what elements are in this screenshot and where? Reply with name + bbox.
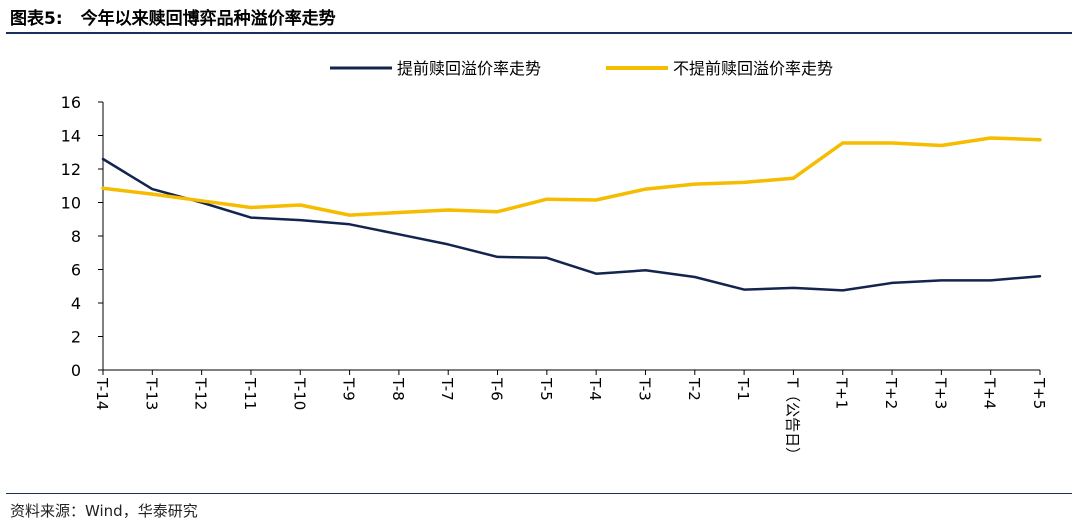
y-axis: 0 2 4 6 8 10 12 14 16 [61,93,104,380]
x-tick-label: T+2 [882,377,900,409]
x-tick-label: T-14 [93,377,111,410]
x-tick-label: T-10 [290,377,308,410]
y-tick-label: 16 [61,93,81,112]
legend-label-1: 提前赎回溢价率走势 [397,59,541,78]
x-tick-label: T-7 [438,377,456,401]
legend-label-2: 不提前赎回溢价率走势 [673,59,833,78]
x-tick-label: T-13 [142,377,160,410]
x-tick-label: T-1 [734,377,752,401]
x-tick-label: T-9 [340,377,358,401]
y-tick-label: 8 [71,227,81,246]
y-tick-label: 12 [61,160,81,179]
y-tick-label: 0 [71,361,81,380]
legend: 提前赎回溢价率走势 不提前赎回溢价率走势 [330,59,833,78]
figure-title: 图表5: 今年以来赎回博弈品种溢价率走势 [10,4,336,29]
x-tick-label: T+5 [1030,377,1048,409]
y-tick-label: 6 [71,261,81,280]
x-tick-label: T-11 [241,377,259,410]
x-tick-label: T-2 [685,377,703,401]
bottom-rule [6,493,1072,494]
y-tick-label: 10 [61,194,81,213]
source-note: 资料来源：Wind，华泰研究 [10,502,198,520]
x-tick-label: T+3 [931,377,949,409]
figure-title-text: 今年以来赎回博弈品种溢价率走势 [80,9,336,29]
x-tick-label: T-3 [635,377,653,401]
x-tick-label: T-4 [586,377,604,401]
x-axis: T-14 T-13 T-12 T-11 T-10 T-9 T-8 T-7 T-6 T-5 T-4 T-… [93,369,1048,462]
y-tick-label: 2 [71,328,81,347]
x-tick-label: T-8 [389,377,407,401]
series-line-1 [101,157,1042,292]
x-tick-label: T（公告日） [783,377,801,462]
x-tick-label: T+4 [981,377,999,409]
x-tick-label: T-6 [488,377,506,401]
y-tick-label: 14 [61,127,81,146]
x-tick-label: T-12 [192,377,210,410]
series-lines [101,136,1042,292]
y-tick-label: 4 [71,294,81,313]
figure-label: 图表5: [10,9,63,29]
x-tick-label: T+1 [833,377,851,409]
series-line-2 [101,136,1042,217]
x-tick-label: T-5 [537,377,555,401]
top-rule [6,32,1072,34]
